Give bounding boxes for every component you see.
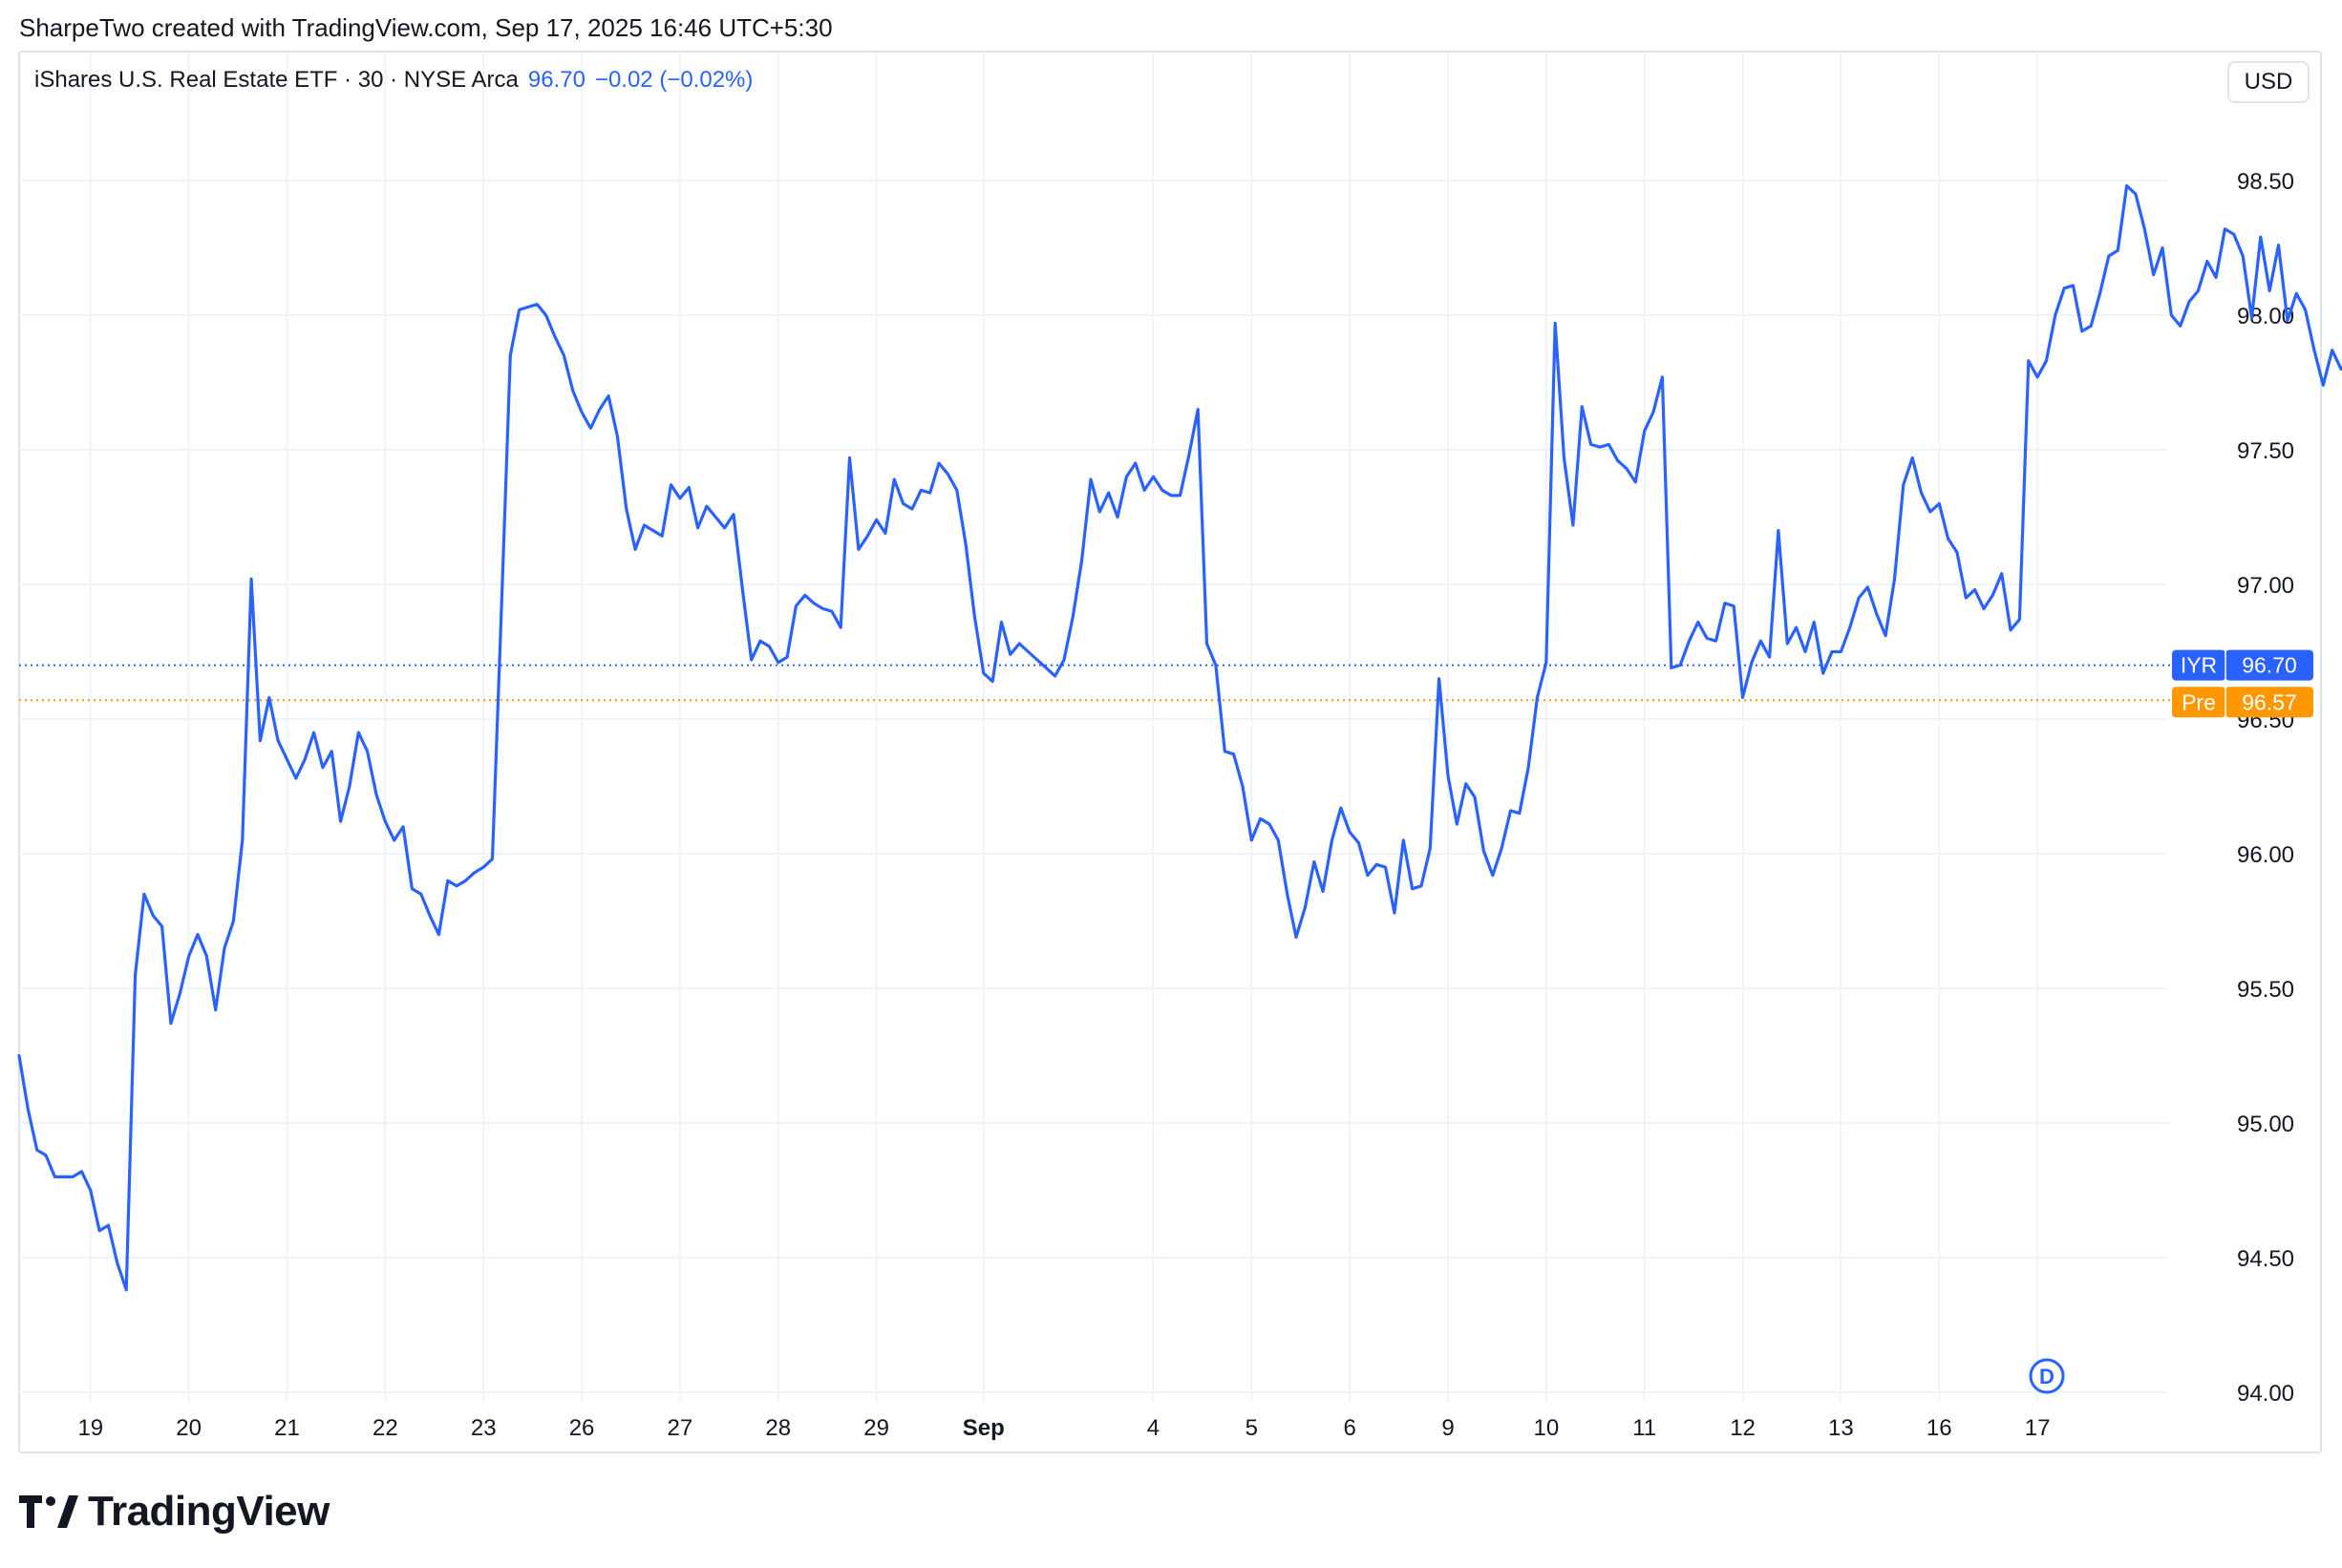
dividend-marker[interactable]: D bbox=[2029, 1358, 2065, 1394]
tradingview-logo: TradingView bbox=[19, 1488, 330, 1536]
x-tick-label: 23 bbox=[471, 1415, 497, 1441]
y-tick-label: 95.00 bbox=[2237, 1112, 2294, 1137]
last-price-badge-symbol: IYR bbox=[2181, 653, 2217, 678]
price-change: −0.02 (−0.02%) bbox=[594, 67, 754, 93]
price-labels: IYR 96.70 Pre 96.57 D bbox=[2029, 649, 2313, 1394]
premarket-price-badge-value: 96.57 bbox=[2242, 689, 2297, 714]
x-tick-label: 6 bbox=[1343, 1415, 1355, 1441]
tradingview-wordmark: TradingView bbox=[88, 1488, 330, 1535]
time-axis: 19 20 21 22 23 26 27 28 29 Sep 4 5 6 9 10 11 12 13 16 17 bbox=[77, 1415, 2050, 1441]
x-tick-label: 28 bbox=[765, 1415, 791, 1441]
x-tick-label: 27 bbox=[668, 1415, 693, 1441]
y-tick-label: 94.50 bbox=[2237, 1246, 2294, 1272]
y-tick-label: 95.50 bbox=[2237, 977, 2294, 1003]
chart-frame bbox=[18, 51, 2322, 1453]
x-tick-label: 17 bbox=[2025, 1415, 2051, 1441]
last-price-badge: IYR 96.70 bbox=[2172, 649, 2313, 681]
premarket-price-badge-symbol: Pre bbox=[2182, 689, 2216, 714]
x-tick-label: 5 bbox=[1246, 1415, 1258, 1441]
x-tick-label: 29 bbox=[863, 1415, 889, 1441]
y-tick-label: 96.00 bbox=[2237, 842, 2294, 868]
y-tick-label: 98.50 bbox=[2237, 169, 2294, 195]
y-tick-label: 94.00 bbox=[2237, 1381, 2294, 1407]
x-tick-label: Sep bbox=[963, 1415, 1005, 1441]
x-tick-label: 13 bbox=[1828, 1415, 1854, 1441]
series-line-iyr bbox=[17, 184, 2342, 1292]
symbol-name: iShares U.S. Real Estate ETF · 30 · NYSE… bbox=[34, 67, 519, 93]
last-price-badge-value: 96.70 bbox=[2242, 653, 2297, 678]
series-layer bbox=[17, 184, 2342, 1292]
currency-button[interactable]: USD bbox=[2227, 61, 2310, 103]
x-tick-label: 10 bbox=[1533, 1415, 1559, 1441]
x-tick-label: 26 bbox=[569, 1415, 595, 1441]
last-price: 96.70 bbox=[527, 67, 586, 93]
y-tick-label: 97.50 bbox=[2237, 438, 2294, 464]
price-axis: 94.0094.5095.0095.5096.0096.5097.0097.50… bbox=[2237, 169, 2294, 1407]
x-tick-label: 12 bbox=[1730, 1415, 1756, 1441]
x-tick-label: 22 bbox=[373, 1415, 398, 1441]
dividend-marker-label: D bbox=[2039, 1365, 2055, 1388]
x-tick-label: 9 bbox=[1441, 1415, 1454, 1441]
x-tick-label: 4 bbox=[1147, 1415, 1160, 1441]
x-tick-label: 19 bbox=[77, 1415, 103, 1441]
y-tick-label: 97.00 bbox=[2237, 573, 2294, 599]
x-tick-label: 11 bbox=[1632, 1415, 1656, 1441]
premarket-price-badge: Pre 96.57 bbox=[2172, 687, 2313, 718]
grid-lines bbox=[19, 53, 2168, 1402]
x-tick-label: 16 bbox=[1927, 1415, 1952, 1441]
tradingview-logo-icon bbox=[19, 1495, 78, 1528]
x-tick-label: 20 bbox=[176, 1415, 202, 1441]
chart-caption: SharpeTwo created with TradingView.com, … bbox=[19, 13, 833, 42]
symbol-legend: iShares U.S. Real Estate ETF · 30 · NYSE… bbox=[34, 67, 753, 94]
x-tick-label: 21 bbox=[274, 1415, 300, 1441]
